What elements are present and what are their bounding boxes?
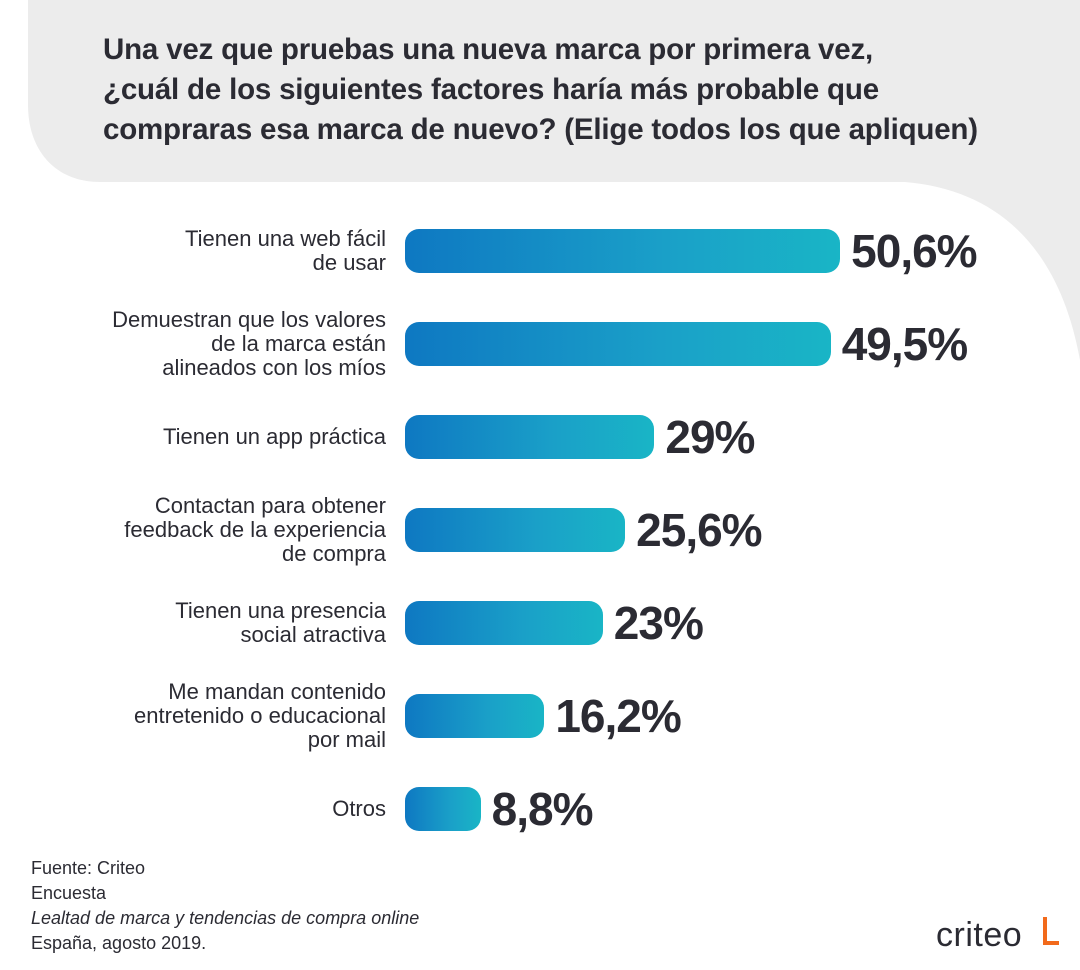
source-note: Fuente: Criteo Encuesta Lealtad de marca… xyxy=(31,856,419,956)
category-label-3: Tienen un app práctica xyxy=(163,424,386,449)
chart-title: Una vez que pruebas una nueva marca por … xyxy=(103,30,1063,150)
bar-value-label-6: 16,2% xyxy=(555,690,681,742)
bar-value-label-2: 49,5% xyxy=(841,318,968,370)
category-label-1: Tienen una web fácil de usar xyxy=(185,226,386,275)
bar-7 xyxy=(405,787,481,831)
source-line: Fuente: Criteo xyxy=(31,858,146,878)
date-line: España, agosto 2019. xyxy=(31,933,207,953)
bar-5 xyxy=(405,601,603,645)
title-line-3: compraras esa marca de nuevo? (Elige tod… xyxy=(103,113,978,146)
category-label-4: Contactan para obtener feedback de la ex… xyxy=(124,493,386,566)
bar-6 xyxy=(405,694,545,738)
category-label-2: Demuestran que los valores de la marca e… xyxy=(112,307,386,380)
bar-value-label-1: 50,6% xyxy=(851,225,977,277)
bar-value-label-7: 8,8% xyxy=(491,783,594,835)
study-title: Lealtad de marca y tendencias de compra … xyxy=(31,908,420,928)
title-line-1: Una vez que pruebas una nueva marca por … xyxy=(103,33,873,66)
category-label-6: Me mandan contenido entretenido o educac… xyxy=(134,679,386,752)
bar-3 xyxy=(405,415,655,459)
survey-line: Encuesta xyxy=(31,883,107,903)
bar-value-label-3: 29% xyxy=(665,411,755,463)
title-line-2: ¿cuál de los siguientes factores haría m… xyxy=(103,73,879,106)
bar-1 xyxy=(405,229,841,273)
bar-value-label-5: 23% xyxy=(613,597,704,649)
criteo-logo: criteo xyxy=(936,916,1023,954)
category-label-7: Otros xyxy=(332,796,386,821)
category-label-5: Tienen una presencia social atractiva xyxy=(175,598,386,647)
bar-2 xyxy=(405,322,831,366)
bar-value-label-4: 25,6% xyxy=(636,504,762,556)
criteo-logo-mark xyxy=(1043,917,1059,945)
bar-4 xyxy=(405,508,626,552)
